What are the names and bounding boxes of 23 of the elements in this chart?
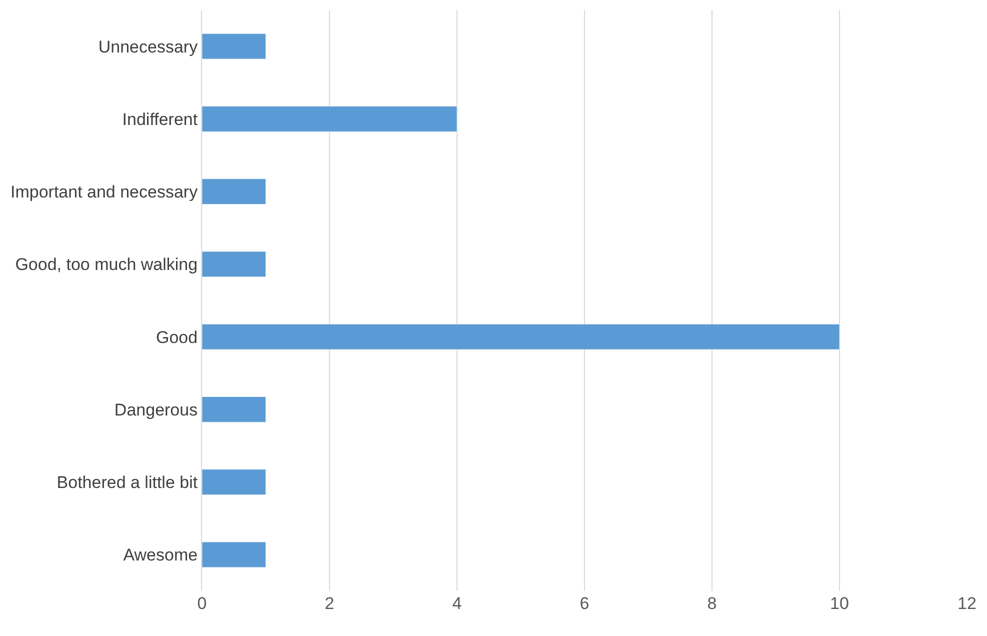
y-tick-label: Unnecessary [98,37,198,56]
y-tick-label: Good, too much walking [15,255,198,274]
x-tick-label: 10 [830,594,849,613]
x-tick-label: 12 [958,594,976,613]
y-tick-label: Good [156,328,198,347]
y-tick-label: Indifferent [122,110,198,129]
y-tick-label: Important and necessary [10,182,198,202]
y-tick-label: Bothered a little bit [56,473,198,492]
bar [202,33,266,60]
x-tick-label: 0 [197,594,207,613]
x-tick-label: 8 [707,594,717,613]
bar [202,106,458,132]
y-tick-label: Dangerous [114,400,198,420]
bar [202,178,266,205]
x-tick-label: 6 [580,594,590,613]
bar [202,396,266,422]
x-tick-label: 2 [324,594,334,613]
bar [202,251,266,278]
x-tick-label: 4 [452,594,462,613]
y-tick-label: Awesome [123,546,198,565]
bar [202,542,266,568]
bar [202,324,840,350]
bar [202,469,266,496]
